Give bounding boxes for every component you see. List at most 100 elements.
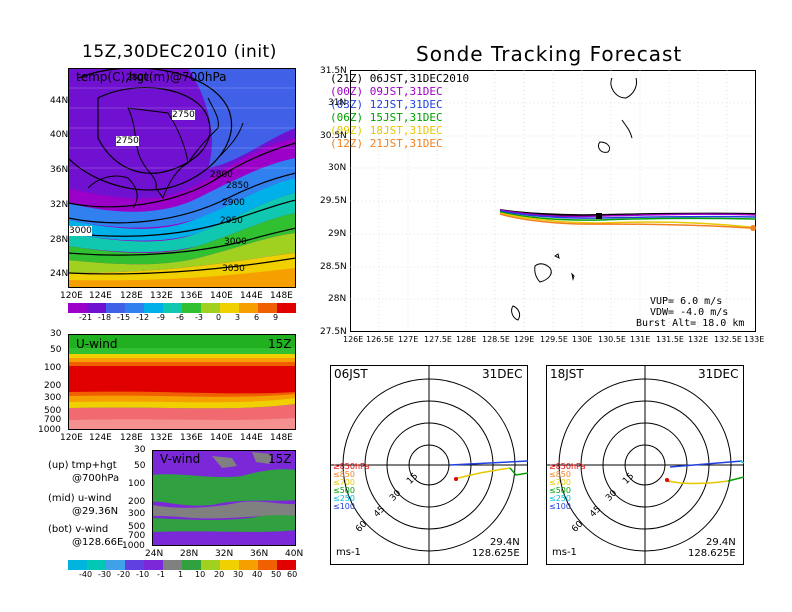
legend-entry: (12Z) 21JST,31DEC xyxy=(330,137,443,150)
colorbar-tick: 0 xyxy=(216,313,222,322)
lon-tick: 128E xyxy=(456,335,477,344)
hodograph-18jst xyxy=(546,365,744,565)
lon-tick: 128E xyxy=(120,433,143,443)
u-wind-section xyxy=(68,334,296,430)
p-tick: 1000 xyxy=(38,425,61,435)
lon-tick: 129.5E xyxy=(540,335,568,344)
contour-label: 2750 xyxy=(172,110,195,120)
colorbar-tick: -21 xyxy=(79,313,93,322)
colorbar-tick: -30 xyxy=(98,570,112,579)
vdw-readout: VDW= -4.0 m/s xyxy=(650,307,729,318)
left-map-title: 15Z,30DEC2010 (init) xyxy=(82,42,277,62)
lon-tick: 136E xyxy=(180,433,203,443)
level-legend: ≥850hPa xyxy=(333,462,370,471)
hodograph-lon: 128.625E xyxy=(472,548,520,559)
colorbar-tick: 60 xyxy=(287,570,298,579)
note-bot-level: @128.66E xyxy=(72,537,124,548)
v-wind-label: V-wind xyxy=(160,452,201,466)
wind-colorbar xyxy=(68,560,296,570)
lon-tick: 136E xyxy=(180,291,203,301)
note-bot: (bot) v-wind xyxy=(48,524,109,535)
colorbar-tick: 30 xyxy=(233,570,244,579)
legend-entry: (00Z) 09JST,31DEC xyxy=(330,85,443,98)
lon-tick: 144E xyxy=(240,291,263,301)
temperature-colorbar xyxy=(68,303,296,313)
p-tick: 100 xyxy=(128,479,146,489)
p-tick: 500 xyxy=(44,406,62,416)
tracking-title: Sonde Tracking Forecast xyxy=(416,42,683,66)
level-legend: ≤100 xyxy=(549,502,571,511)
hodograph-unit: ms-1 xyxy=(552,547,577,558)
hodograph-unit: ms-1 xyxy=(336,547,361,558)
contour-label: 2750 xyxy=(116,136,139,146)
p-tick: 300 xyxy=(128,509,146,519)
u-wind-time: 15Z xyxy=(268,337,292,351)
p-tick: 300 xyxy=(44,393,62,403)
lat-tick: 36N xyxy=(250,549,269,559)
level-legend: ≥850hPa xyxy=(549,462,586,471)
legend-entry: (03Z) 12JST,31DEC xyxy=(330,98,443,111)
note-mid-level: @29.36N xyxy=(72,506,119,517)
colorbar-tick: 6 xyxy=(254,313,260,322)
p-tick: 700 xyxy=(128,531,146,541)
lon-tick: 148E xyxy=(270,291,293,301)
v-wind-time: 15Z xyxy=(268,452,292,466)
lon-tick: 127E xyxy=(398,335,419,344)
lat-tick: 28N xyxy=(180,549,199,559)
colorbar-tick: -20 xyxy=(117,570,131,579)
lon-tick: 128.5E xyxy=(482,335,510,344)
level-legend: ≤700 xyxy=(549,478,571,487)
p-tick: 200 xyxy=(44,381,62,391)
level-legend: ≤250 xyxy=(333,494,355,503)
p-tick: 1000 xyxy=(122,541,145,551)
lon-tick: 140E xyxy=(210,433,233,443)
hodograph-lon: 128.625E xyxy=(688,548,736,559)
lat-tick: 28.5N xyxy=(320,262,347,272)
lon-tick: 128E xyxy=(120,291,143,301)
level-legend: ≤500 xyxy=(333,486,355,495)
legend-entry: (06Z) 15JST,31DEC xyxy=(330,111,443,124)
lat-tick: 24N xyxy=(145,549,164,559)
contour-label: 3050 xyxy=(222,264,245,274)
contour-label: 2850 xyxy=(226,181,249,191)
contour-label: 2800 xyxy=(210,170,233,180)
p-tick: 30 xyxy=(50,329,62,339)
lat-tick: 31.5N xyxy=(320,66,347,76)
colorbar-tick: 20 xyxy=(214,570,225,579)
lon-tick: 126.5E xyxy=(366,335,394,344)
lon-tick: 132E xyxy=(150,433,173,443)
level-legend: ≤500 xyxy=(549,486,571,495)
lat-tick: 29N xyxy=(328,229,347,239)
lon-tick: 140E xyxy=(210,291,233,301)
colorbar-tick: 3 xyxy=(235,313,241,322)
lon-tick: 129E xyxy=(514,335,535,344)
p-tick: 200 xyxy=(128,497,146,507)
lon-tick: 130.5E xyxy=(598,335,626,344)
hodograph-date: 31DEC xyxy=(482,367,523,381)
lat-tick: 36N xyxy=(50,165,69,175)
level-legend: ≤250 xyxy=(549,494,571,503)
note-mid: (mid) u-wind xyxy=(48,493,112,504)
note-up-level: @700hPa xyxy=(72,473,120,484)
lon-tick: 124E xyxy=(89,433,112,443)
legend-entry: (21Z) 06JST,31DEC2010 xyxy=(330,72,470,85)
colorbar-tick: 40 xyxy=(252,570,263,579)
lat-tick: 40N xyxy=(50,130,69,140)
colorbar-tick: -6 xyxy=(176,313,184,322)
colorbar-tick: -9 xyxy=(157,313,165,322)
legend-entry: (09Z) 18JST,31DEC xyxy=(330,124,443,137)
colorbar-tick: -15 xyxy=(117,313,131,322)
contour-label: 2900 xyxy=(222,198,245,208)
lon-tick: 130E xyxy=(572,335,593,344)
contour-label: 2800 xyxy=(126,73,149,83)
map-panel-label: temp(C),hgt(m)@700hPa xyxy=(76,70,227,84)
colorbar-tick: 10 xyxy=(195,570,206,579)
p-tick: 700 xyxy=(44,415,62,425)
hodograph-time: 18JST xyxy=(550,367,584,381)
hodograph-lat: 29.4N xyxy=(706,537,736,548)
lat-tick: 28N xyxy=(328,294,347,304)
lat-tick: 32N xyxy=(215,549,234,559)
v-wind-section xyxy=(152,450,296,546)
lon-tick: 131E xyxy=(630,335,651,344)
hodograph-lat: 29.4N xyxy=(490,537,520,548)
